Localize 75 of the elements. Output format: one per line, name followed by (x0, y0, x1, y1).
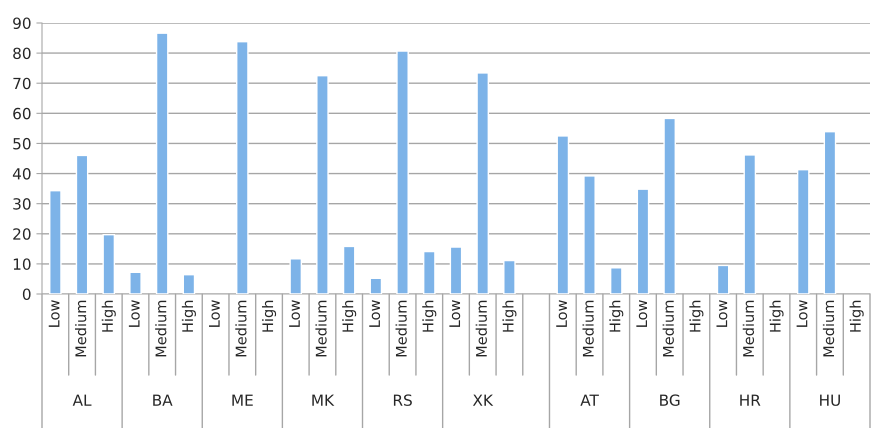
x-tick-label: Medium (315, 300, 327, 356)
bar (76, 154, 88, 294)
bar (610, 267, 623, 294)
x-tick-label: Low (209, 300, 220, 327)
bar (316, 75, 329, 294)
x-tick-label: Low (716, 300, 728, 327)
bar (182, 274, 196, 294)
bar (102, 234, 116, 294)
x-tick-label: High (609, 300, 624, 332)
bar (796, 168, 810, 294)
x-tick-label: Medium (662, 300, 674, 356)
y-tick-label: 60 (13, 108, 31, 120)
x-tick-label: High (102, 300, 116, 332)
x-tick-label: Medium (155, 300, 166, 356)
text: XK (472, 394, 494, 406)
bar (824, 131, 836, 294)
x-tick-label: High (262, 300, 276, 332)
y-tick-label: 0 (22, 288, 31, 300)
y-tick-label: 50 (13, 138, 31, 150)
text: AT (580, 394, 599, 406)
bar (583, 175, 596, 294)
bar (156, 32, 168, 294)
x-tick-label: Low (449, 300, 460, 327)
x-tick-label: Low (289, 300, 300, 327)
bar (129, 272, 142, 294)
x-tick-label: High (182, 300, 196, 332)
y-tick-label: 40 (12, 168, 31, 180)
bar (236, 40, 249, 294)
x-tick-label: Medium (476, 300, 487, 356)
text: HU (820, 394, 840, 406)
text: AL (72, 394, 92, 406)
bar (663, 118, 676, 294)
bar (503, 260, 516, 294)
bar (450, 246, 462, 294)
y-tick-label: 30 (13, 198, 31, 210)
x-tick-label: Low (556, 300, 568, 327)
x-tick-label: High (342, 300, 356, 332)
text: BA (153, 394, 173, 406)
bar (49, 190, 62, 294)
y-tick-label: 10 (14, 258, 31, 270)
x-tick-label: Low (796, 300, 808, 327)
bar (396, 50, 409, 294)
x-tick-label: Low (636, 300, 648, 327)
text: MK (312, 394, 334, 406)
text: RS (394, 394, 412, 406)
bar (716, 264, 730, 294)
bar (370, 278, 382, 294)
bar (422, 250, 436, 294)
text: BG (660, 394, 680, 406)
x-tick-label: Medium (235, 300, 247, 356)
x-tick-label: Low (128, 300, 140, 327)
bar (556, 135, 570, 294)
y-tick-label: 80 (13, 48, 31, 60)
bar (744, 154, 756, 294)
bar (289, 258, 302, 294)
y-tick-label: 90 (13, 17, 31, 30)
x-tick-label: Medium (822, 300, 834, 356)
x-tick-label: High (502, 300, 516, 332)
text: HR (740, 394, 760, 406)
x-tick-label: Medium (742, 300, 754, 356)
y-tick-label: 70 (13, 78, 31, 90)
x-tick-label: Medium (396, 300, 407, 356)
x-tick-label: High (850, 300, 864, 332)
bar (636, 188, 650, 294)
bar (342, 246, 356, 294)
x-tick-label: Medium (75, 300, 86, 356)
text: ME (232, 394, 253, 406)
x-tick-label: High (769, 300, 784, 332)
y-tick-label: 20 (13, 228, 31, 240)
x-tick-label: High (422, 300, 436, 332)
bar (476, 72, 490, 294)
x-tick-label: Low (369, 300, 380, 327)
x-tick-label: High (689, 300, 704, 332)
x-tick-label: Medium (582, 300, 594, 356)
x-tick-label: Low (48, 300, 60, 327)
